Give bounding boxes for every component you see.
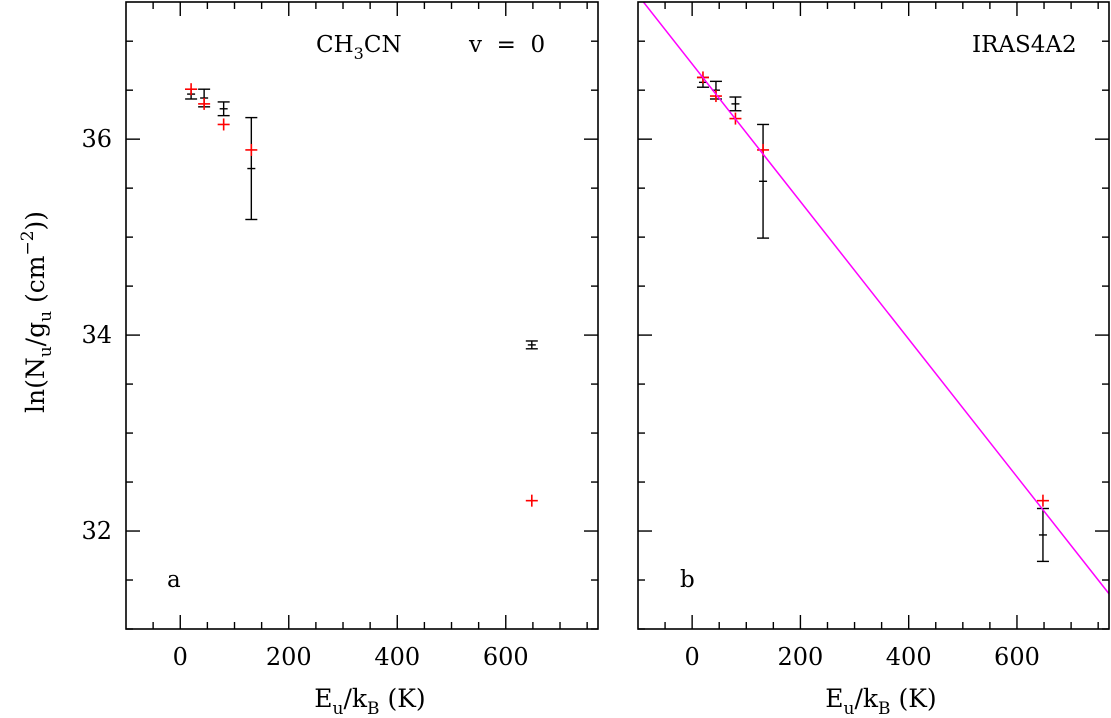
y-tick-label: 36 [81,125,112,153]
panel-b-x-axis-label: Eu/kB (K) [770,684,977,718]
model-point [525,494,538,507]
model-point [709,90,722,103]
observed-point [245,116,258,221]
fit-line [642,2,1109,595]
panel-b-label: b [680,567,695,593]
model-point [1036,494,1049,507]
x-tick-label: 0 [684,643,699,671]
observed-point [217,101,230,117]
observed-point [1036,507,1049,563]
panel-b-source-annotation: IRAS4A2 [972,32,1077,58]
observed-point [729,96,742,112]
panel-a-molecule-annotation: CH3CN [316,32,402,63]
observed-point [757,123,770,239]
model-point [185,83,198,96]
x-tick-label: 600 [483,643,529,671]
y-tick-label: 34 [81,321,112,349]
panel-b-frame [637,1,1110,630]
model-point [198,97,211,110]
model-point [217,118,230,131]
panel-a-ticks: 0 200 400 600 32 34 36 [81,2,598,671]
x-tick-label: 0 [173,643,188,671]
x-tick-label: 600 [994,643,1040,671]
panel-b-marks [642,2,1109,595]
x-tick-label: 400 [374,643,420,671]
panel-b-ticks: 0 200 400 600 [638,2,1109,671]
x-tick-label: 200 [266,643,312,671]
model-point [245,143,258,156]
observed-point [525,340,538,350]
panel-b: 0 200 400 600 IRAS4A2 b Eu/kB (K) [637,1,1110,718]
x-tick-label: 400 [886,643,932,671]
panel-a-marks [185,83,538,507]
panel-a-frame [125,1,599,630]
y-axis-label: ln(Nu/gu (cm−2)) [18,211,56,413]
x-tick-label: 200 [778,643,824,671]
panel-a-label: a [167,567,181,593]
y-tick-label: 32 [81,517,112,545]
panel-a: 0 200 400 600 32 34 36 CH3CN v = 0 a Eu/kB (K) [81,1,599,718]
panel-a-state-annotation: v = 0 [468,32,545,58]
panel-a-x-axis-label: Eu/kB (K) [259,684,466,718]
